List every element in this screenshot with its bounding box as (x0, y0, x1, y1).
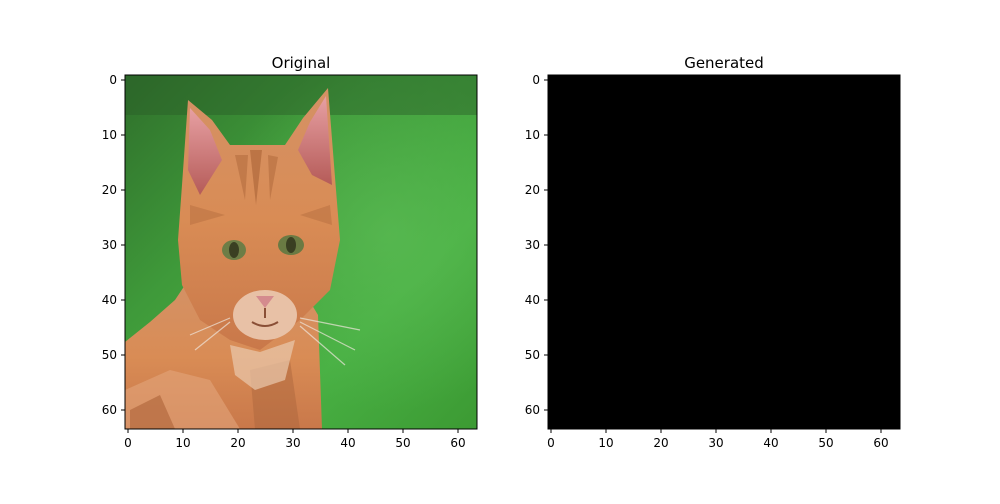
generated-ytick-40: 40 (525, 293, 540, 307)
original-ytick-10: 10 (102, 128, 117, 142)
original-y-ticks: 0 10 20 30 40 50 60 (102, 73, 125, 417)
original-ytick-30: 30 (102, 238, 117, 252)
generated-xtick-40: 40 (763, 436, 778, 450)
original-image (125, 75, 477, 429)
generated-xtick-0: 0 (547, 436, 555, 450)
generated-ytick-50: 50 (525, 348, 540, 362)
generated-x-ticks: 0 10 20 30 40 50 60 (547, 429, 889, 450)
original-xtick-60: 60 (450, 436, 465, 450)
generated-ytick-0: 0 (532, 73, 540, 87)
original-panel: Original (102, 54, 478, 450)
original-ytick-40: 40 (102, 293, 117, 307)
generated-ytick-10: 10 (525, 128, 540, 142)
generated-ytick-20: 20 (525, 183, 540, 197)
original-x-ticks: 0 10 20 30 40 50 60 (124, 429, 466, 450)
original-title: Original (272, 54, 331, 72)
generated-xtick-10: 10 (598, 436, 613, 450)
original-ytick-60: 60 (102, 403, 117, 417)
original-xtick-0: 0 (124, 436, 132, 450)
original-ytick-20: 20 (102, 183, 117, 197)
generated-ytick-30: 30 (525, 238, 540, 252)
generated-xtick-60: 60 (873, 436, 888, 450)
original-xtick-30: 30 (285, 436, 300, 450)
generated-xtick-50: 50 (818, 436, 833, 450)
generated-xtick-20: 20 (653, 436, 668, 450)
original-xtick-50: 50 (395, 436, 410, 450)
original-xtick-20: 20 (230, 436, 245, 450)
original-ytick-0: 0 (109, 73, 117, 87)
generated-title: Generated (684, 54, 764, 72)
generated-panel: Generated 0 10 20 30 40 50 60 0 10 20 (525, 54, 901, 450)
generated-xtick-30: 30 (708, 436, 723, 450)
original-xtick-10: 10 (175, 436, 190, 450)
generated-image (547, 74, 901, 430)
original-xtick-40: 40 (340, 436, 355, 450)
generated-y-ticks: 0 10 20 30 40 50 60 (525, 73, 548, 417)
original-ytick-50: 50 (102, 348, 117, 362)
generated-ytick-60: 60 (525, 403, 540, 417)
